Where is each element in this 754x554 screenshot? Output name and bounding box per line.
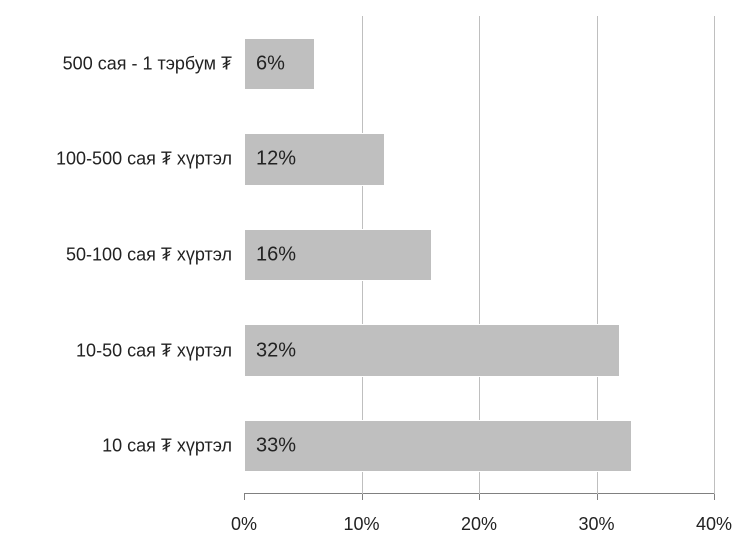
bar-value-label: 12% xyxy=(256,148,296,171)
category-label: 500 сая - 1 тэрбум ₮ xyxy=(63,53,232,74)
category-label: 10-50 сая ₮ хүртэл xyxy=(76,340,232,361)
bar-value-label: 33% xyxy=(256,435,296,458)
bar-value-label: 32% xyxy=(256,339,296,362)
x-tick-label: 40% xyxy=(696,514,732,535)
category-label: 50-100 сая ₮ хүртэл xyxy=(66,245,232,266)
x-tick-label: 30% xyxy=(578,514,614,535)
x-tick-mark xyxy=(362,494,363,500)
category-label: 100-500 сая ₮ хүртэл xyxy=(56,149,232,170)
bar-value-label: 16% xyxy=(256,244,296,267)
plot-area: 0%10%20%30%40%6%12%16%32%33% xyxy=(244,16,714,494)
x-tick-label: 0% xyxy=(231,514,257,535)
x-tick-mark xyxy=(597,494,598,500)
bar-value-label: 6% xyxy=(256,52,285,75)
x-tick-label: 20% xyxy=(461,514,497,535)
x-tick-label: 10% xyxy=(343,514,379,535)
bar xyxy=(244,420,632,473)
x-gridline xyxy=(714,16,715,494)
bar xyxy=(244,324,620,377)
x-tick-mark xyxy=(479,494,480,500)
category-label: 10 сая ₮ хүртэл xyxy=(102,436,232,457)
x-tick-mark xyxy=(244,494,245,500)
x-tick-mark xyxy=(714,494,715,500)
bar-chart: 0% 10% 20% 30% 40% 6% 12% 16% 32% 33% 500 сая - 1… xyxy=(0,0,754,554)
